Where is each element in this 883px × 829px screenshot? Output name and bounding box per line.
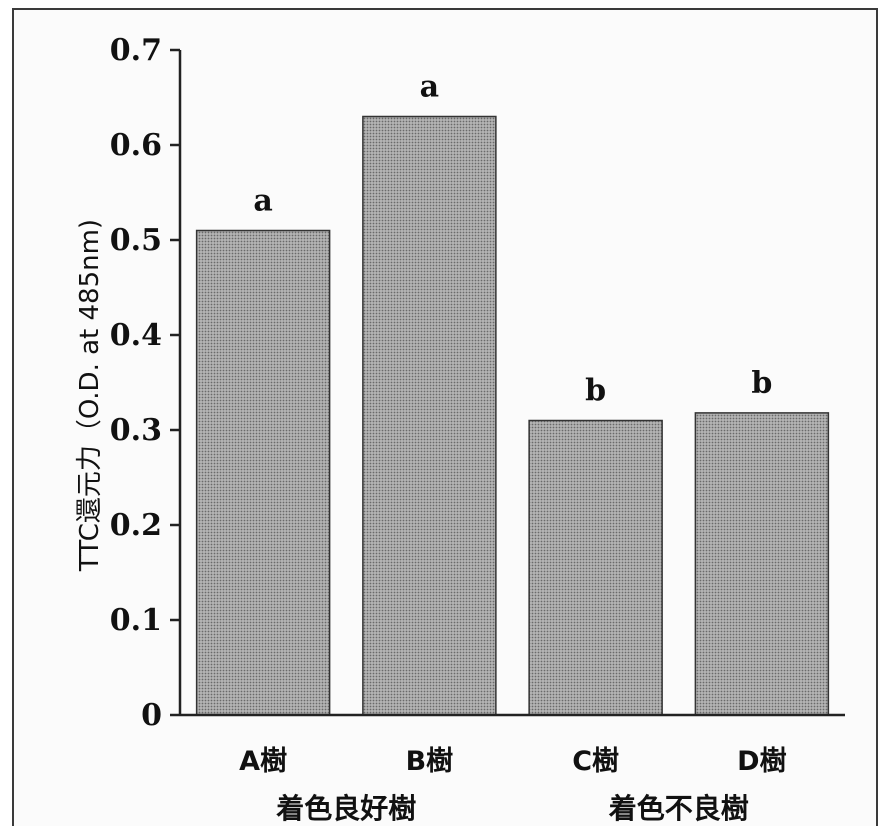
y-tick-label: 0.3 (110, 413, 162, 448)
bar (362, 115, 497, 716)
bar-significance-labels: a a b b (253, 70, 772, 409)
bar (195, 229, 331, 716)
x-category-label: C樹 (572, 746, 619, 777)
y-tick-label: 0.2 (110, 508, 162, 543)
x-group-labels: 着色良好樹 着色不良樹 (275, 792, 749, 825)
x-category-label: A樹 (239, 746, 287, 777)
bar-significance-label: a (253, 184, 272, 219)
y-tick-label: 0.1 (110, 603, 162, 638)
bar (694, 412, 830, 716)
x-category-label: B樹 (406, 746, 454, 777)
y-tick-label: 0.5 (110, 223, 162, 258)
bar-significance-label: b (751, 366, 772, 401)
y-tick-label: 0.4 (110, 318, 162, 353)
y-axis-title: TTC還元力（O.D. at 485nm) (75, 219, 105, 572)
bars (195, 115, 830, 716)
y-tick-label: 0 (141, 698, 162, 733)
bar-significance-label: a (420, 70, 439, 105)
bar (528, 419, 663, 716)
x-group-label: 着色良好樹 (275, 792, 416, 825)
y-axis-ticks: 0 0.1 0.2 0.3 0.4 0.5 0.6 0.7 (110, 33, 180, 733)
y-tick-label: 0.7 (110, 33, 162, 68)
x-category-label: D樹 (737, 746, 786, 777)
bar-significance-label: b (585, 374, 606, 409)
x-category-labels: A樹 B樹 C樹 D樹 (239, 746, 786, 777)
y-tick-label: 0.6 (110, 128, 162, 163)
x-group-label: 着色不良樹 (608, 792, 749, 825)
